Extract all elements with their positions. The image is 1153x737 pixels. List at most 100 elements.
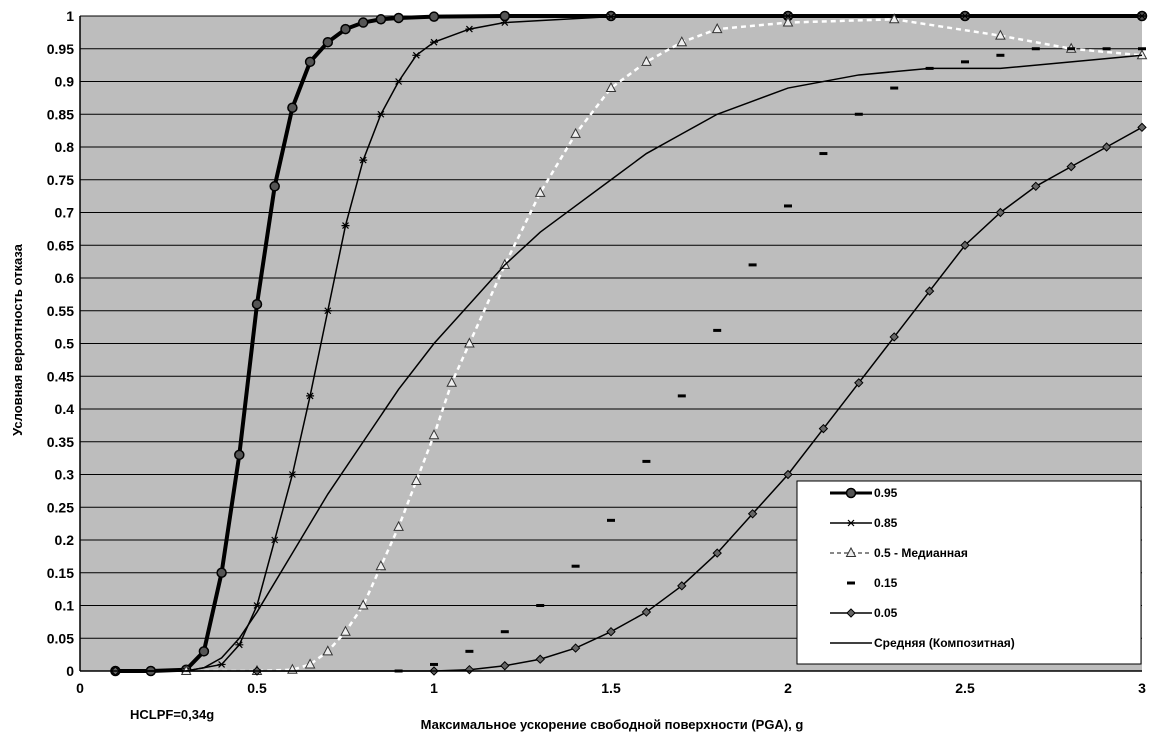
series-6 [186, 54, 1143, 672]
y-tick-label: 0.25 [47, 499, 74, 515]
y-tick-label: 0.9 [55, 74, 75, 90]
series-5-marker [1101, 142, 1112, 152]
series-5-marker [1031, 181, 1041, 192]
x-tick-label: 0.5 [247, 680, 267, 696]
series-2 [111, 12, 1146, 675]
series-1-marker [287, 102, 298, 113]
series-2-marker [412, 51, 421, 59]
x-tick-label: 1.5 [601, 680, 621, 696]
legend-entry: Средняя (Композитная) [830, 636, 1015, 650]
series-3-marker [393, 520, 404, 531]
series-2-marker [217, 661, 226, 668]
y-tick-label: 0.45 [47, 368, 74, 384]
series-2-marker [323, 307, 332, 315]
legend-entry: 0.05 [830, 606, 898, 620]
y-tick-label: 0.6 [55, 270, 75, 286]
y-tick-label: 1 [66, 8, 74, 24]
series-3-marker [605, 81, 617, 93]
series-1-marker [304, 56, 316, 68]
series-1-marker [499, 10, 511, 22]
series-3-marker [570, 127, 581, 138]
series-1-marker [234, 449, 245, 461]
series-3-marker [322, 645, 334, 656]
series-3-marker [711, 23, 723, 34]
series-5-marker [606, 626, 616, 637]
series-2-marker [306, 392, 315, 400]
series-1-marker [340, 23, 351, 35]
series-3-marker [888, 13, 900, 24]
series-2-marker [341, 222, 350, 230]
series-5-marker [818, 423, 829, 434]
legend-marker [845, 546, 857, 557]
y-tick-label: 0.65 [47, 237, 74, 253]
y-tick-label: 0.05 [47, 630, 74, 646]
y-tick-label: 0.4 [55, 401, 75, 417]
series-3 [180, 13, 1148, 675]
series-1-marker [428, 11, 440, 22]
y-tick-label: 0 [66, 663, 74, 679]
series-2-marker [430, 38, 438, 46]
series-2-marker [1138, 12, 1146, 20]
x-tick-label: 0 [76, 680, 84, 696]
y-tick-label: 0.5 [55, 336, 75, 352]
series-3-marker [428, 429, 440, 440]
series-5-marker [854, 378, 864, 388]
series-5-marker [783, 469, 793, 480]
legend-label: 0.85 [874, 516, 898, 530]
legend-entry: 0.95 [830, 486, 898, 500]
series-3-marker [534, 186, 546, 197]
y-tick-label: 0.35 [47, 434, 74, 450]
series-1-marker [357, 17, 369, 28]
series-3-marker [410, 474, 422, 486]
series-5-marker [960, 240, 970, 250]
legend-marker [846, 608, 856, 618]
series-5-marker [712, 548, 722, 558]
series-2-marker [500, 19, 509, 26]
series-3-marker [340, 625, 351, 636]
series-3-marker [304, 658, 316, 669]
hclpf-annotation: HCLPF=0,34g [130, 707, 214, 722]
legend-entry: 0.5 - Медианная [830, 546, 968, 560]
series-1-marker [216, 567, 227, 578]
legend-label: 0.95 [874, 486, 898, 500]
series-5-marker [677, 581, 687, 591]
series-5-marker [995, 207, 1006, 218]
series-3-marker [782, 16, 794, 27]
x-tick-label: 1 [430, 680, 438, 696]
series-line [186, 54, 1143, 672]
series-1-marker [251, 298, 263, 310]
legend-entry: 0.85 [830, 516, 898, 530]
series-3-marker [641, 55, 652, 66]
series-3-marker [464, 337, 475, 348]
legend-marker [845, 487, 857, 499]
series-1-marker [393, 12, 404, 24]
y-tick-label: 0.95 [47, 41, 74, 57]
series-2-marker [465, 25, 474, 33]
series-5-marker [1137, 122, 1147, 133]
series-5-marker [570, 643, 581, 653]
y-tick-label: 0.2 [55, 532, 75, 548]
series-2-marker [288, 471, 297, 478]
series-3-marker [1136, 49, 1148, 60]
series-1-marker [198, 646, 210, 657]
legend-label: 0.15 [874, 576, 898, 590]
series-5-marker [889, 332, 899, 342]
x-tick-labels: 0 0.5 1 1.5 2 2.5 3 [76, 680, 1146, 696]
legend-entry: 0.15 [847, 576, 898, 590]
legend-box [796, 480, 1142, 665]
y-tick-label: 0.55 [47, 303, 74, 319]
y-axis-title: Условная вероятность отказа [10, 243, 25, 436]
series-2-marker [235, 641, 244, 649]
series-2-marker [270, 536, 279, 544]
series-2-marker [784, 12, 792, 20]
axes [79, 16, 1142, 672]
series-1-marker [322, 36, 334, 48]
y-tick-label: 0.8 [55, 139, 75, 155]
series-2-marker [961, 12, 969, 20]
series-3-marker [676, 36, 688, 47]
y-tick-label: 0.3 [55, 467, 75, 483]
y-tick-label: 0.7 [55, 205, 75, 221]
series-2-marker [376, 110, 385, 118]
series-5-marker [1066, 161, 1076, 172]
series-layer [110, 10, 1148, 677]
